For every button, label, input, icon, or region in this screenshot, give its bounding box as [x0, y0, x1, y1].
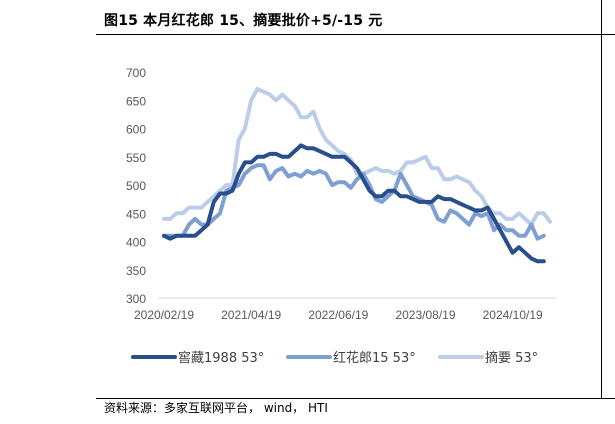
right-divider: [601, 35, 602, 398]
y-tick-label: 600: [126, 123, 146, 137]
x-tick-label: 2021/04/19: [221, 308, 281, 322]
y-tick-label: 350: [126, 264, 146, 278]
legend: 窖藏1988 53° 红花郎15 53° 摘要 53°: [131, 350, 538, 366]
chart-title: 图15 本月红花郎 15、摘要批价+5/-15 元: [104, 13, 383, 29]
x-tick-label: 2020/02/19: [134, 308, 194, 322]
series-line-2: [162, 163, 546, 241]
y-tick-label: 400: [126, 236, 146, 250]
y-tick-label: 650: [126, 94, 146, 108]
series-lines: [162, 86, 552, 264]
legend-label-2: 红花郎15 53°: [333, 350, 416, 366]
legend-label-1: 窖藏1988 53°: [178, 350, 264, 366]
footer-rule: [96, 398, 615, 399]
x-axis: 2020/02/19 2021/04/19 2022/06/19 2023/08/19…: [134, 308, 543, 322]
header-rule: [96, 34, 615, 35]
y-tick-label: 700: [126, 66, 146, 80]
x-tick-label: 2024/10/19: [483, 308, 543, 322]
x-tick-label: 2022/06/19: [308, 308, 368, 322]
y-tick-label: 500: [126, 179, 146, 193]
source-note: 资料来源：多家互联网平台， wind， HTI: [104, 401, 328, 415]
y-axis: 300 350 400 450 500 550 600 650 700: [126, 66, 146, 306]
series-line-1: [162, 143, 546, 264]
right-divider-top: [601, 0, 602, 34]
x-tick-label: 2023/08/19: [395, 308, 455, 322]
y-tick-label: 450: [126, 207, 146, 221]
series-line-3: [162, 86, 552, 227]
y-tick-label: 300: [126, 292, 146, 306]
legend-label-3: 摘要 53°: [485, 350, 538, 366]
y-tick-label: 550: [126, 151, 146, 165]
